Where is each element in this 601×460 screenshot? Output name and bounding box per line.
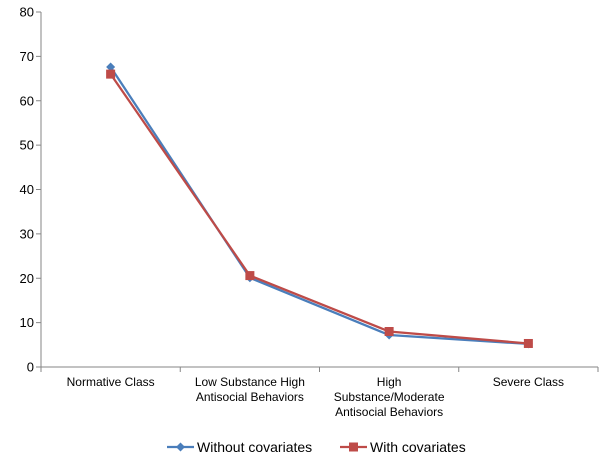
- x-category-label: Low Substance High Antisocial Behaviors: [195, 375, 305, 404]
- chart-axes: [40, 12, 598, 368]
- y-tick-label: 40: [20, 182, 34, 197]
- legend-marker: [349, 442, 358, 452]
- series-lines: [106, 62, 533, 349]
- y-tick-label: 70: [20, 49, 34, 64]
- data-point-diamond: [106, 62, 116, 72]
- data-point-square: [523, 338, 533, 348]
- y-tick-label: 10: [20, 315, 34, 330]
- data-point-square: [245, 271, 255, 281]
- series-line: [109, 73, 529, 345]
- y-tick-label: 50: [20, 138, 34, 153]
- y-tick-label: 30: [20, 226, 34, 241]
- series-line: [109, 66, 529, 346]
- legend-label: Without covariates: [197, 439, 312, 455]
- y-tick-label: 0: [27, 360, 34, 375]
- x-category-label: Severe Class: [493, 375, 564, 389]
- legend-marker: [176, 442, 185, 452]
- data-point-square: [384, 327, 394, 336]
- x-category-label: High Substance/Moderate Antisocial Behavio…: [334, 375, 445, 419]
- y-axis-ticks: 0 10 20 30 40 50 60 70 80: [20, 5, 41, 375]
- x-category-label: Normative Class: [67, 375, 155, 389]
- y-tick-label: 20: [20, 271, 34, 286]
- legend-label: With covariates: [370, 439, 466, 455]
- data-point-square: [106, 69, 116, 79]
- y-tick-label: 80: [20, 5, 34, 20]
- x-axis-categories: Normative Class Low Substance High Antisoc…: [40, 367, 599, 419]
- y-tick-label: 60: [20, 93, 34, 108]
- legend: Without covariates With covariates: [167, 439, 466, 455]
